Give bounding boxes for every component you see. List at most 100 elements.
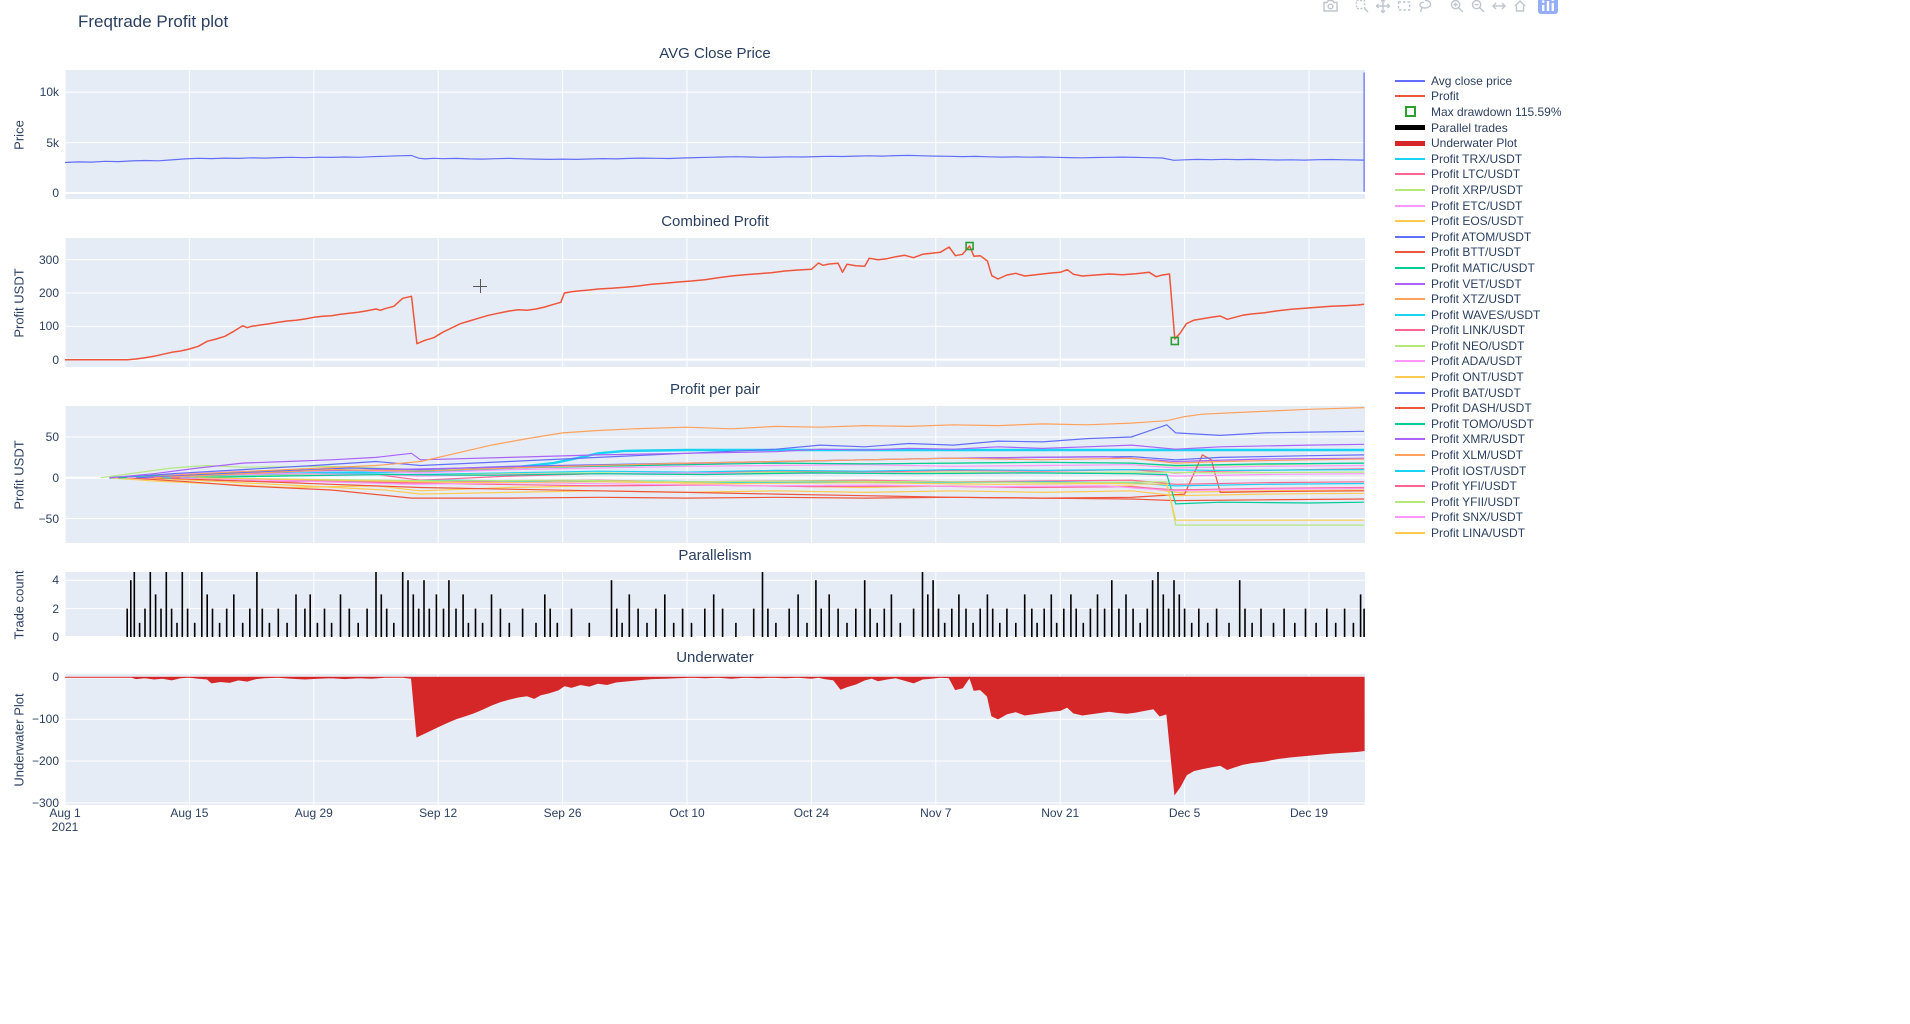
trade-count-bar	[375, 572, 377, 637]
trade-count-bar	[1198, 608, 1200, 637]
camera-icon[interactable]	[1321, 0, 1339, 14]
x-axis-ticks: Aug 1 2021 Aug 15 Aug 29 Sep 12 Sep 26 Oct 10 O…	[0, 806, 1910, 840]
subplot-title: Profit per pair	[669, 381, 761, 398]
trade-count-bar	[380, 594, 383, 637]
y-tick-label: 2	[52, 601, 59, 616]
trade-count-bar	[323, 608, 326, 637]
trade-count-bar	[979, 608, 981, 637]
trade-count-bar	[570, 608, 573, 637]
series-line	[153, 457, 1365, 479]
trade-count-bar	[1050, 594, 1053, 637]
trade-count-bar	[735, 622, 737, 637]
legend-item[interactable]: Profit XMR/USDT	[1395, 432, 1562, 448]
legend-item[interactable]: Profit YFII/USDT	[1395, 494, 1562, 510]
autoscale-icon[interactable]	[1490, 0, 1508, 14]
subplot-profit-per-pair: Profit per pair Profit USDT 50 0 −50	[12, 381, 1365, 543]
legend-item[interactable]: Profit XRP/USDT	[1395, 182, 1562, 198]
legend-line-swatch	[1395, 140, 1425, 146]
trade-count-bar	[544, 594, 546, 637]
legend-item[interactable]: Profit BAT/USDT	[1395, 385, 1562, 401]
legend-item[interactable]: Profit TRX/USDT	[1395, 151, 1562, 167]
legend-item[interactable]: Profit YFI/USDT	[1395, 478, 1562, 494]
trade-count-bar	[144, 608, 146, 637]
legend-item[interactable]: Profit SNX/USDT	[1395, 510, 1562, 526]
legend-item[interactable]: Profit	[1395, 89, 1562, 105]
trade-count-bar	[899, 622, 902, 637]
trade-count-bar	[912, 608, 915, 637]
legend-item[interactable]: Profit MATIC/USDT	[1395, 260, 1562, 276]
legend-label: Profit XMR/USDT	[1431, 432, 1526, 447]
trade-count-bar	[876, 622, 878, 637]
trade-count-bar	[412, 594, 415, 637]
trade-count-bar	[448, 580, 450, 637]
legend-line-swatch	[1395, 157, 1425, 160]
trade-count-bar	[999, 622, 1001, 637]
legend-item[interactable]: Profit WAVES/USDT	[1395, 307, 1562, 323]
pan-icon[interactable]	[1374, 0, 1392, 14]
lasso-select-icon[interactable]	[1416, 0, 1434, 14]
legend-line-swatch	[1395, 188, 1425, 191]
trade-count-bar	[1283, 608, 1285, 637]
reset-axes-icon[interactable]	[1511, 0, 1529, 14]
trade-count-bar	[201, 572, 203, 637]
legend-item[interactable]: Profit NEO/USDT	[1395, 338, 1562, 354]
legend-item[interactable]: Profit ONT/USDT	[1395, 369, 1562, 385]
x-tick-label: Dec 19	[1290, 806, 1329, 820]
legend-item[interactable]: Max drawdown 115.59%	[1395, 104, 1562, 120]
trade-count-bar	[366, 608, 368, 637]
series-line	[144, 477, 1365, 497]
trade-count-bar	[165, 572, 168, 637]
legend-line-swatch	[1395, 516, 1425, 519]
series-line	[65, 72, 1365, 192]
trade-count-bar	[1238, 580, 1241, 637]
legend-item[interactable]: Profit ETC/USDT	[1395, 198, 1562, 214]
y-tick-label: 100	[38, 319, 59, 334]
legend-item[interactable]: Underwater Plot	[1395, 135, 1562, 151]
x-tick-label: Dec 5	[1168, 806, 1201, 820]
legend-item[interactable]: Profit XLM/USDT	[1395, 447, 1562, 463]
plot-area-underwater[interactable]	[65, 674, 1365, 805]
legend-item[interactable]: Profit VET/USDT	[1395, 276, 1562, 292]
trade-count-bar	[435, 594, 438, 637]
legend-item[interactable]: Profit LINK/USDT	[1395, 323, 1562, 339]
trade-count-bar	[1260, 608, 1262, 637]
legend-item[interactable]: Profit DASH/USDT	[1395, 400, 1562, 416]
legend-label: Profit LINK/USDT	[1431, 323, 1526, 338]
trade-count-bar	[348, 608, 351, 637]
trade-count-bar	[1111, 580, 1113, 637]
zoom-icon[interactable]	[1353, 0, 1371, 14]
trade-count-bar	[1075, 608, 1077, 637]
legend-item[interactable]: Avg close price	[1395, 73, 1562, 89]
plot-area-combined-profit[interactable]	[65, 238, 1365, 367]
legend-item[interactable]: Profit LTC/USDT	[1395, 167, 1562, 183]
legend-label: Profit ONT/USDT	[1431, 370, 1524, 385]
trade-count-bar	[474, 608, 477, 637]
legend-label: Profit NEO/USDT	[1431, 338, 1525, 353]
box-select-icon[interactable]	[1395, 0, 1413, 14]
trade-count-bar	[883, 608, 886, 637]
plot-area-profit-per-pair[interactable]	[65, 406, 1365, 543]
trade-count-bar	[672, 622, 675, 637]
plot-area-avg-close-price[interactable]	[65, 70, 1365, 199]
plot-area-parallelism[interactable]	[65, 572, 1365, 637]
legend-item[interactable]: Profit TOMO/USDT	[1395, 416, 1562, 432]
legend-item[interactable]: Profit XTZ/USDT	[1395, 291, 1562, 307]
legend-line-swatch	[1395, 407, 1425, 410]
legend-item[interactable]: Profit ADA/USDT	[1395, 354, 1562, 370]
legend-item[interactable]: Profit BTT/USDT	[1395, 245, 1562, 261]
subplot-title: Combined Profit	[661, 213, 769, 230]
legend-label: Profit TRX/USDT	[1431, 151, 1523, 166]
trade-count-bar	[690, 622, 693, 637]
trade-count-bar	[455, 608, 457, 637]
legend-item[interactable]: Profit EOS/USDT	[1395, 213, 1562, 229]
plotly-logo[interactable]	[1538, 0, 1558, 14]
zoom-in-icon[interactable]	[1448, 0, 1466, 14]
legend-item[interactable]: Profit IOST/USDT	[1395, 463, 1562, 479]
legend-line-swatch	[1395, 298, 1425, 301]
zoom-out-icon[interactable]	[1469, 0, 1487, 14]
legend-item[interactable]: Profit ATOM/USDT	[1395, 229, 1562, 245]
subplot-title: Underwater	[676, 649, 754, 666]
legend-item[interactable]: Parallel trades	[1395, 120, 1562, 136]
trade-count-bar	[556, 622, 559, 637]
legend-item[interactable]: Profit LINA/USDT	[1395, 525, 1562, 541]
